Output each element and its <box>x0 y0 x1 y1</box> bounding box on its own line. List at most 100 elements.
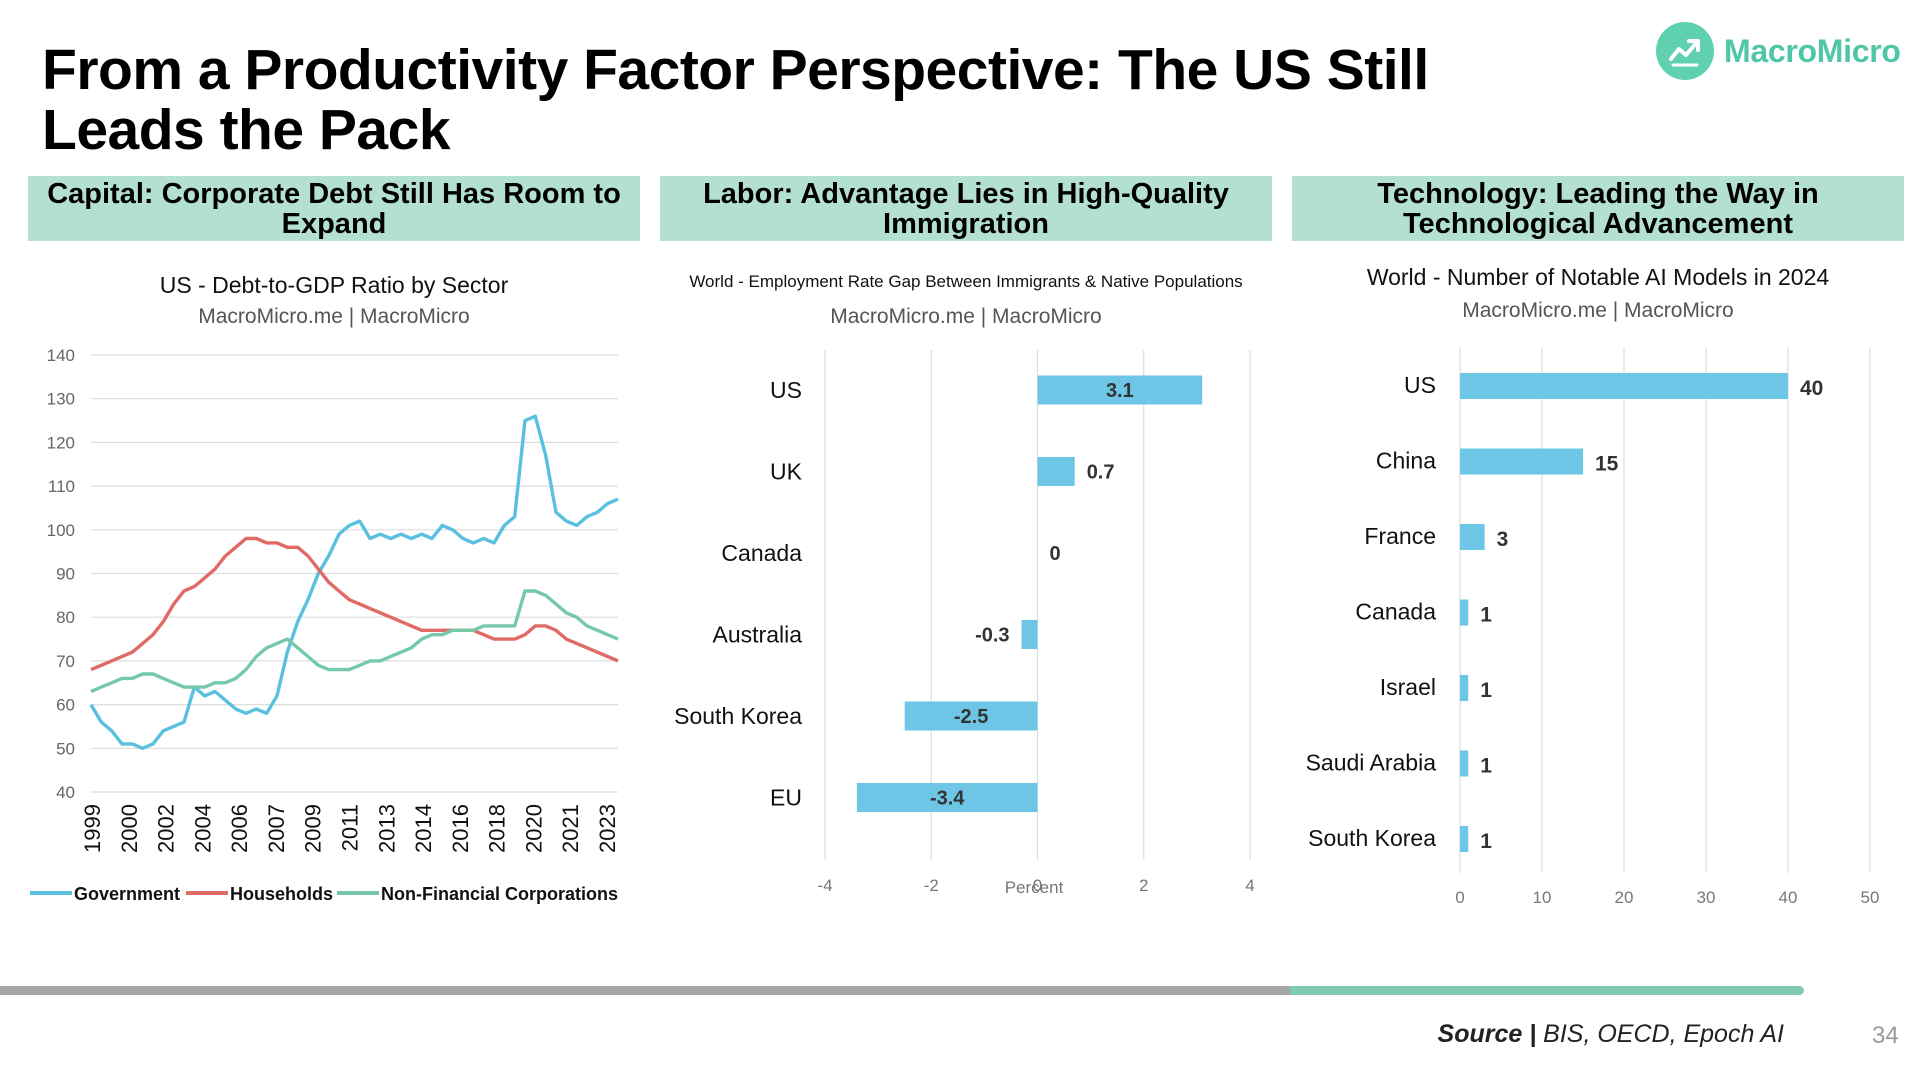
data-label: 40 <box>1800 377 1823 400</box>
x-tick-label: 2007 <box>264 804 289 853</box>
chart-title: World - Number of Notable AI Models in 2… <box>1367 264 1830 290</box>
bar <box>1460 373 1788 399</box>
bar <box>1460 524 1485 550</box>
x-tick-label: 2020 <box>521 804 546 853</box>
data-label: -0.3 <box>975 625 1009 647</box>
x-axis-label: Percent <box>1005 878 1064 897</box>
x-tick-label: 2023 <box>595 804 620 853</box>
source-note: Source | BIS, OECD, Epoch AI <box>1438 1020 1784 1049</box>
x-tick-label: -4 <box>817 876 832 895</box>
x-tick-label: 20 <box>1615 888 1634 907</box>
legend-label: Government <box>74 884 180 904</box>
x-tick-label: 2013 <box>374 804 399 853</box>
chart-trend-icon <box>1656 22 1714 80</box>
data-label: 1 <box>1480 830 1492 853</box>
x-tick-label: 0 <box>1455 888 1464 907</box>
y-axis-label: % <box>28 567 32 581</box>
y-tick-label: 40 <box>56 783 75 802</box>
category-label: EU <box>770 785 802 811</box>
chart-title: US - Debt-to-GDP Ratio by Sector <box>160 272 509 298</box>
data-label: 1 <box>1480 604 1492 627</box>
category-label: France <box>1364 523 1436 549</box>
debt-to-gdp-line-chart: US - Debt-to-GDP Ratio by Sector MacroMi… <box>28 272 620 904</box>
y-tick-label: 110 <box>48 477 75 496</box>
legend-label: Non-Financial Corporations <box>381 884 618 904</box>
category-label: Israel <box>1380 674 1436 700</box>
x-tick-label: 2021 <box>558 804 583 853</box>
category-label: US <box>1404 372 1436 398</box>
footer-divider-gray <box>0 986 1290 995</box>
bar <box>904 701 1038 731</box>
data-label: 15 <box>1595 453 1619 476</box>
bar <box>1460 826 1469 852</box>
y-tick-label: 100 <box>47 521 75 540</box>
macromicro-logo: MacroMicro <box>1656 22 1901 80</box>
category-label: UK <box>770 459 803 485</box>
chart-subtitle: MacroMicro.me | MacroMicro <box>198 305 469 328</box>
x-tick-label: 2000 <box>117 804 142 853</box>
ai-models-bar-chart: World - Number of Notable AI Models in 2… <box>1306 264 1880 907</box>
panel-header-capital: Capital: Corporate Debt Still Has Room t… <box>28 176 640 241</box>
y-tick-label: 90 <box>56 565 75 584</box>
source-text: BIS, OECD, Epoch AI <box>1536 1020 1784 1048</box>
x-tick-label: 4 <box>1245 876 1254 895</box>
category-label: Saudi Arabia <box>1306 750 1437 776</box>
data-label: 0 <box>1050 543 1061 565</box>
y-tick-label: 140 <box>47 346 75 365</box>
x-tick-label: 2014 <box>411 804 436 853</box>
y-tick-label: 130 <box>47 390 75 409</box>
x-tick-label: 0 <box>1033 876 1042 895</box>
x-tick-label: 2009 <box>301 804 326 853</box>
x-tick-label: 2011 <box>338 804 363 851</box>
category-label: Canada <box>721 540 802 566</box>
x-tick-label: 30 <box>1697 888 1716 907</box>
x-tick-label: 2018 <box>485 804 510 853</box>
category-label: US <box>770 377 802 403</box>
category-label: Canada <box>1355 599 1436 625</box>
x-tick-label: 50 <box>1861 888 1880 907</box>
chart-subtitle: MacroMicro.me | MacroMicro <box>830 305 1101 328</box>
data-label: -3.4 <box>930 788 965 810</box>
bar <box>856 783 1038 812</box>
data-label: 1 <box>1480 679 1492 702</box>
x-tick-label: 1999 <box>80 804 105 853</box>
bar <box>1460 750 1469 777</box>
x-tick-label: 2006 <box>227 804 252 853</box>
chart-subtitle: MacroMicro.me | MacroMicro <box>1462 299 1733 322</box>
data-label: -2.5 <box>954 706 988 728</box>
data-label: 3 <box>1497 528 1509 551</box>
data-label: 3.1 <box>1106 380 1134 402</box>
bar <box>1460 675 1469 701</box>
bar <box>1021 620 1038 649</box>
category-label: Australia <box>713 622 803 648</box>
category-label: South Korea <box>674 703 802 729</box>
x-tick-label: 2004 <box>190 804 215 853</box>
source-label: Source | <box>1437 1020 1537 1048</box>
bar <box>1037 457 1075 486</box>
footer-divider-green <box>1290 986 1804 995</box>
page-number: 34 <box>1872 1022 1899 1049</box>
series-line-government <box>89 414 619 750</box>
y-tick-label: 120 <box>47 433 75 452</box>
chart-title: World - Employment Rate Gap Between Immi… <box>689 272 1242 291</box>
page-title: From a Productivity Factor Perspective: … <box>42 38 1429 162</box>
x-tick-label: -2 <box>924 876 939 895</box>
panel-header-labor: Labor: Advantage Lies in High-Quality Im… <box>660 176 1272 241</box>
y-tick-label: 70 <box>56 652 75 671</box>
logo-text: MacroMicro <box>1724 32 1901 69</box>
y-tick-label: 80 <box>56 608 75 627</box>
x-tick-label: 40 <box>1779 888 1798 907</box>
category-label: China <box>1376 448 1436 474</box>
legend-label: Households <box>230 884 333 904</box>
x-tick-label: 2016 <box>448 804 473 853</box>
bar <box>1460 448 1583 475</box>
bar <box>1037 375 1203 405</box>
y-tick-label: 50 <box>56 739 75 758</box>
y-tick-label: 60 <box>56 696 75 715</box>
data-label: 0.7 <box>1087 462 1115 484</box>
bar <box>1460 599 1469 626</box>
category-label: South Korea <box>1308 825 1436 851</box>
data-label: 1 <box>1480 755 1492 778</box>
immigrant-employment-gap-chart: World - Employment Rate Gap Between Immi… <box>674 272 1255 897</box>
x-tick-label: 10 <box>1533 888 1552 907</box>
